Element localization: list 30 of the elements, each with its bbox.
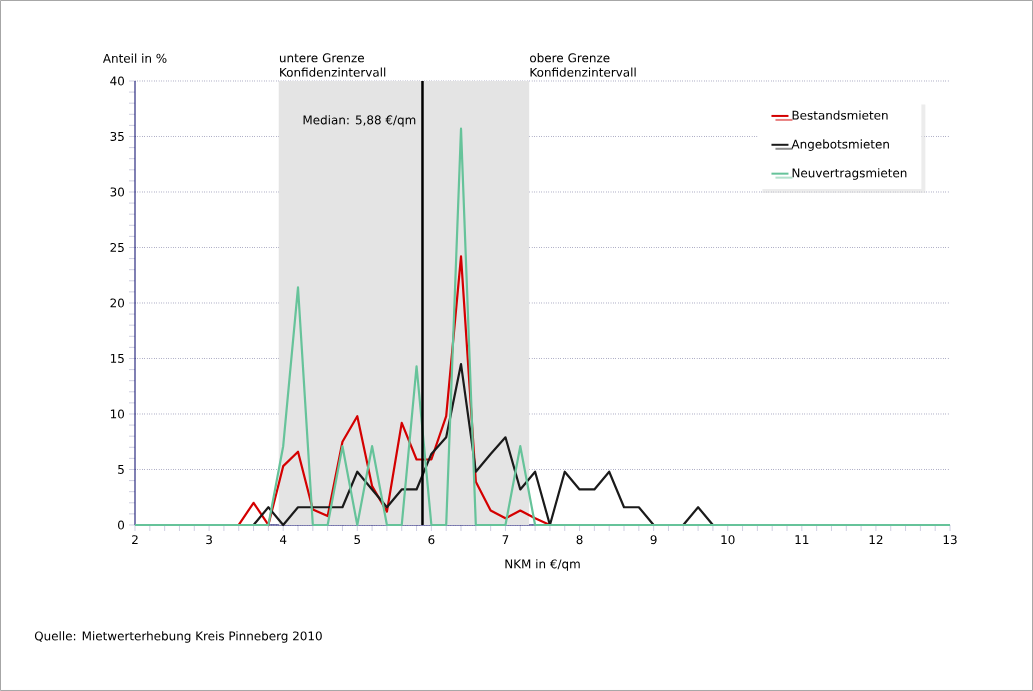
x-tick-label: 4 [279, 535, 287, 544]
ref-line-label: Median: 5,88 €/qm [303, 115, 416, 127]
y-axis-title: Anteil in % [102, 53, 167, 63]
y-tick-label: 20 [110, 298, 125, 308]
legend-label: Bestandsmieten [792, 110, 888, 120]
y-tick-label: 25 [110, 242, 124, 253]
annotation: obere Grenze Konfidenzintervall [530, 53, 636, 77]
x-tick-label: 8 [576, 535, 583, 545]
y-tick-label: 10 [110, 409, 125, 419]
x-tick-label: 13 [943, 535, 957, 545]
source-note: Quelle: Mietwerterhebung Kreis Pinneberg 2010 [34, 631, 322, 643]
legend-label: Neuvertragsmieten [792, 168, 907, 180]
x-tick-label: 12 [869, 535, 883, 545]
x-tick-label: 2 [132, 535, 138, 545]
x-tick-label: 11 [795, 535, 809, 544]
y-tick-label: 0 [118, 520, 125, 530]
x-tick-label: 5 [354, 535, 361, 545]
y-tick-label: 35 [110, 131, 124, 142]
y-tick-label: 40 [110, 76, 125, 86]
y-tick-label: 15 [110, 354, 124, 363]
y-tick-label: 30 [110, 187, 125, 197]
y-tick-label: 5 [118, 465, 124, 474]
x-tick-label: 6 [428, 535, 435, 545]
legend-label: Angebotsmieten [791, 139, 889, 151]
x-tick-label: 9 [650, 535, 657, 545]
x-tick-label: 3 [206, 535, 212, 545]
annotation: untere Grenze Konfidenzintervall [279, 53, 386, 77]
x-tick-label: 10 [721, 535, 735, 545]
x-tick-label: 7 [502, 535, 509, 544]
x-axis-title: NKM in €/qm [505, 559, 580, 571]
